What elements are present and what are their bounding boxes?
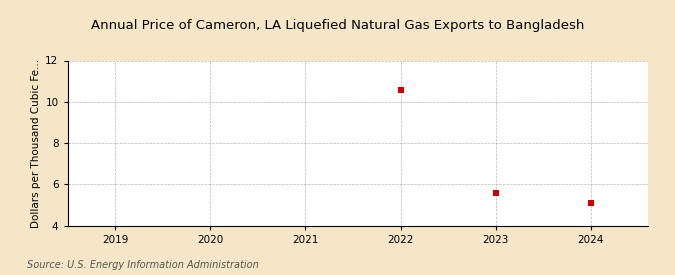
Text: Annual Price of Cameron, LA Liquefied Natural Gas Exports to Bangladesh: Annual Price of Cameron, LA Liquefied Na… <box>91 19 584 32</box>
Y-axis label: Dollars per Thousand Cubic Fe...: Dollars per Thousand Cubic Fe... <box>31 59 41 228</box>
Text: Source: U.S. Energy Information Administration: Source: U.S. Energy Information Administ… <box>27 260 259 270</box>
